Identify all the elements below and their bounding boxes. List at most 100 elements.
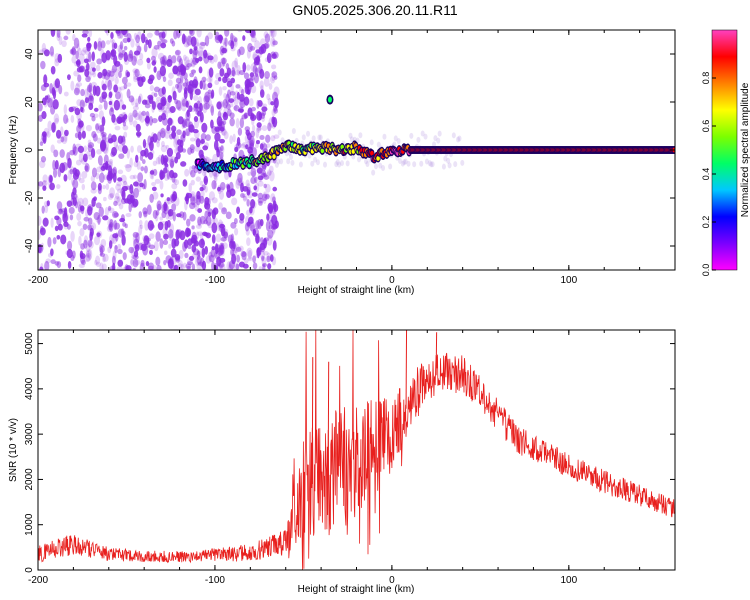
noise-mark xyxy=(146,57,151,64)
noise-mark xyxy=(160,59,167,68)
noise-mark xyxy=(252,262,258,270)
noise-mark xyxy=(157,102,163,110)
noise-mark xyxy=(200,133,207,141)
noise-mark xyxy=(255,140,260,145)
noise-mark xyxy=(199,186,204,192)
noise-mark xyxy=(218,86,223,96)
noise-mark xyxy=(40,60,46,70)
noise-mark xyxy=(76,201,82,206)
halo-mark xyxy=(345,160,350,167)
noise-mark xyxy=(176,213,182,218)
noise-mark xyxy=(155,96,162,102)
noise-mark xyxy=(210,105,215,116)
noise-mark xyxy=(229,135,233,145)
noise-mark xyxy=(239,117,245,129)
noise-mark xyxy=(133,174,138,180)
halo-mark xyxy=(369,139,374,146)
noise-mark xyxy=(116,181,122,187)
noise-mark xyxy=(240,193,245,198)
noise-mark xyxy=(72,187,77,196)
noise-mark xyxy=(196,100,201,109)
noise-mark xyxy=(270,101,275,106)
noise-mark xyxy=(223,231,228,239)
noise-mark xyxy=(203,102,210,110)
noise-mark xyxy=(93,41,98,50)
noise-mark xyxy=(252,51,258,61)
noise-mark xyxy=(102,215,109,221)
noise-mark xyxy=(273,134,280,139)
noise-mark xyxy=(257,180,264,187)
noise-mark xyxy=(176,129,182,136)
noise-mark xyxy=(47,252,53,258)
noise-mark xyxy=(211,180,217,190)
noise-mark xyxy=(149,84,155,92)
noise-mark xyxy=(114,91,121,100)
noise-mark xyxy=(161,98,166,106)
noise-mark xyxy=(125,69,129,78)
noise-mark xyxy=(126,148,130,159)
noise-mark xyxy=(114,60,121,67)
noise-mark xyxy=(232,38,238,48)
noise-mark xyxy=(144,103,151,109)
noise-mark xyxy=(184,195,189,202)
noise-mark xyxy=(183,86,188,95)
noise-mark xyxy=(97,214,101,225)
noise-mark xyxy=(111,39,116,48)
noise-mark xyxy=(272,91,279,103)
noise-mark xyxy=(157,221,164,231)
noise-mark xyxy=(207,221,214,229)
noise-mark xyxy=(80,243,85,250)
noise-mark xyxy=(218,123,223,129)
noise-mark xyxy=(233,96,239,106)
noise-mark xyxy=(81,170,88,179)
noise-mark xyxy=(96,232,101,237)
noise-mark xyxy=(54,117,59,123)
noise-mark xyxy=(213,54,218,63)
noise-mark xyxy=(187,83,194,94)
halo-mark xyxy=(457,135,462,142)
noise-mark xyxy=(205,255,212,264)
noise-mark xyxy=(265,183,271,193)
noise-mark xyxy=(118,70,122,79)
noise-mark xyxy=(166,219,171,228)
noise-mark xyxy=(207,57,213,63)
noise-mark xyxy=(167,79,173,87)
noise-mark xyxy=(56,234,61,240)
noise-mark xyxy=(231,253,237,265)
noise-mark xyxy=(122,222,127,227)
noise-mark xyxy=(140,243,148,252)
noise-mark xyxy=(213,170,218,180)
noise-mark xyxy=(222,41,227,52)
noise-mark xyxy=(122,124,129,131)
noise-mark xyxy=(78,152,84,163)
noise-mark xyxy=(266,93,271,101)
noise-mark xyxy=(234,57,239,68)
halo-mark xyxy=(381,164,386,171)
noise-mark xyxy=(47,236,52,248)
noise-mark xyxy=(232,133,236,143)
noise-mark xyxy=(259,218,264,227)
noise-mark xyxy=(40,263,44,270)
noise-mark xyxy=(245,221,251,227)
noise-mark xyxy=(134,179,140,188)
noise-mark xyxy=(188,87,193,96)
noise-mark xyxy=(185,110,191,121)
noise-mark xyxy=(233,37,238,43)
noise-mark xyxy=(50,65,56,75)
noise-mark xyxy=(88,102,94,111)
noise-mark xyxy=(187,245,192,250)
spectrogram-ytick-label: -20 xyxy=(24,190,35,205)
noise-mark xyxy=(262,196,267,205)
noise-mark xyxy=(113,200,118,207)
noise-mark xyxy=(272,51,279,59)
noise-mark xyxy=(79,227,85,237)
noise-mark xyxy=(153,45,160,50)
noise-mark xyxy=(148,116,153,126)
noise-mark xyxy=(177,263,183,270)
spectrogram-ylabel: Frequency (Hz) xyxy=(8,116,19,185)
noise-mark xyxy=(184,252,189,259)
noise-mark xyxy=(86,71,92,80)
noise-mark xyxy=(86,150,92,157)
noise-mark xyxy=(247,249,253,260)
